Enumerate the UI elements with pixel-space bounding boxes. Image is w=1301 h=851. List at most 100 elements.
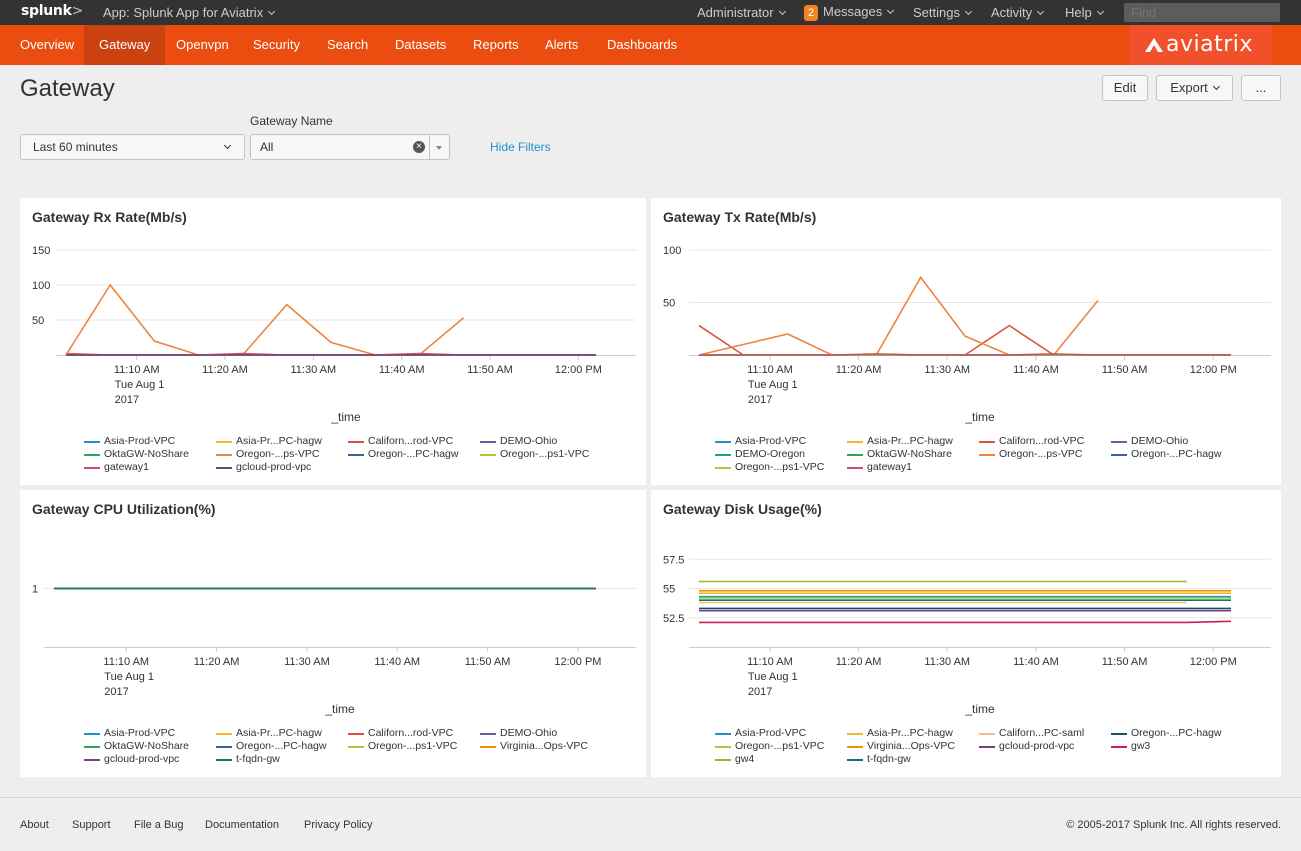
series-line [699, 353, 1231, 356]
footer-about-link[interactable]: About [20, 819, 49, 831]
nav-gateway[interactable]: Gateway [84, 25, 166, 65]
x-axis-title: _time [964, 702, 995, 716]
footer-support-link[interactable]: Support [72, 819, 111, 831]
hide-filters-link[interactable]: Hide Filters [490, 140, 551, 154]
top-bar: splunk> App: Splunk App for Aviatrix Adm… [0, 0, 1301, 25]
cpu-utilization-panel: Gateway CPU Utilization(%) 1 11:10 AM 11:2… [20, 490, 646, 777]
legend-swatch [1111, 733, 1127, 735]
legend-label: Virginia...Ops-VPC [500, 740, 588, 752]
copyright: © 2005-2017 Splunk Inc. All rights reser… [1066, 819, 1281, 831]
chevron-down-icon [223, 141, 232, 150]
app-menu[interactable]: App: Splunk App for Aviatrix [103, 5, 276, 20]
legend-swatch [847, 733, 863, 735]
chevron-down-icon [887, 6, 895, 15]
series-line [699, 620, 1232, 624]
x-tick-label: 12:00 PM [555, 364, 602, 376]
legend-swatch [84, 759, 100, 761]
legend-label: Oregon-...ps1-VPC [735, 740, 825, 752]
messages-menu[interactable]: 2 Messages [804, 4, 895, 21]
legend-label: Asia-Prod-VPC [735, 727, 807, 739]
find-input[interactable] [1124, 3, 1280, 22]
legend-swatch [480, 733, 496, 735]
x-tick-label: 11:50 AM [467, 364, 513, 376]
panel-title: Gateway Tx Rate(Mb/s) [663, 209, 817, 225]
legend-label: OktaGW-NoShare [104, 740, 189, 752]
chevron-down-icon [1096, 7, 1104, 16]
footer-file-bug-link[interactable]: File a Bug [134, 819, 184, 831]
dropdown-arrow-icon[interactable] [429, 135, 449, 159]
x-tick-label: 11:40 AM [1013, 364, 1059, 376]
x-tick-label: 11:10 AM [114, 364, 160, 376]
y-tick-label: 100 [663, 245, 681, 257]
legend-swatch [480, 746, 496, 748]
series-line [698, 275, 1099, 356]
nav-security[interactable]: Security [253, 37, 300, 52]
nav-openvpn[interactable]: Openvpn [176, 37, 229, 52]
x-date-label: Tue Aug 1 [104, 671, 154, 683]
help-menu[interactable]: Help [1065, 5, 1104, 20]
x-tick-label: 11:30 AM [290, 364, 336, 376]
y-tick-label: 50 [32, 315, 44, 327]
nav-search[interactable]: Search [327, 37, 369, 52]
x-axis-title: _time [964, 410, 995, 424]
administrator-menu[interactable]: Administrator [697, 5, 786, 20]
legend-swatch [348, 454, 364, 456]
legend-label: Asia-Pr...PC-hagw [867, 435, 953, 447]
activity-menu[interactable]: Activity [991, 5, 1045, 20]
legend-swatch [847, 746, 863, 748]
legend-label: Asia-Prod-VPC [104, 435, 176, 447]
y-tick-label: 50 [663, 298, 675, 310]
legend-label: Oregon-...ps1-VPC [735, 461, 825, 473]
page-title: Gateway [20, 75, 115, 102]
legend-swatch [348, 733, 364, 735]
legend-swatch [84, 454, 100, 456]
x-tick-label: 11:20 AM [202, 364, 248, 376]
legend-swatch [715, 454, 731, 456]
legend-label: DEMO-Ohio [500, 435, 558, 447]
legend-label: Californ...rod-VPC [368, 435, 454, 447]
chevron-down-icon [1037, 7, 1045, 16]
footer-documentation-link[interactable]: Documentation [205, 819, 279, 831]
legend-swatch [216, 441, 232, 443]
nav-reports[interactable]: Reports [473, 37, 519, 52]
time-range-picker[interactable]: Last 60 minutes [20, 134, 245, 160]
x-axis-title: _time [330, 410, 361, 424]
edit-button[interactable]: Edit [1102, 75, 1148, 101]
nav-alerts[interactable]: Alerts [545, 37, 579, 52]
legend-swatch [84, 733, 100, 735]
legend-label: Oregon-...PC-hagw [236, 740, 327, 752]
gateway-name-select[interactable]: All × [250, 134, 450, 160]
export-button[interactable]: Export [1156, 75, 1233, 101]
x-tick-label: 11:10 AM [747, 656, 793, 668]
legend-label: gcloud-prod-vpc [104, 753, 180, 765]
chart-plot: 50 100 11:10 AM 11:20 AM 11:30 AM 11:40 AM 11:… [663, 245, 1271, 424]
footer-privacy-link[interactable]: Privacy Policy [304, 819, 373, 831]
clear-icon[interactable]: × [413, 141, 425, 153]
legend-label: Virginia...Ops-VPC [867, 740, 955, 752]
gateway-name-label: Gateway Name [250, 114, 333, 128]
footer: About Support File a Bug Documentation P… [0, 797, 1301, 851]
x-tick-label: 11:30 AM [284, 656, 330, 668]
more-actions-button[interactable]: ... [1241, 75, 1281, 101]
chevron-down-icon [268, 7, 276, 16]
legend-label: Californ...rod-VPC [368, 727, 454, 739]
legend-swatch [1111, 746, 1127, 748]
nav-overview[interactable]: Overview [20, 37, 75, 52]
legend-label: Asia-Pr...PC-hagw [867, 727, 953, 739]
x-tick-label: 11:10 AM [103, 656, 149, 668]
y-tick-label: 150 [32, 245, 50, 257]
legend-label: gw4 [735, 753, 755, 765]
panel-title: Gateway Disk Usage(%) [663, 501, 822, 517]
x-tick-label: 11:30 AM [924, 656, 970, 668]
nav-datasets[interactable]: Datasets [395, 37, 447, 52]
splunk-logo[interactable]: splunk> [21, 3, 84, 19]
legend-swatch [979, 733, 995, 735]
gateway-name-value: All [260, 140, 274, 154]
chevron-down-icon [1212, 82, 1220, 91]
legend-label: OktaGW-NoShare [867, 448, 952, 460]
legend-label: Californ...rod-VPC [999, 435, 1085, 447]
nav-dashboards[interactable]: Dashboards [607, 37, 678, 52]
legend-swatch [847, 441, 863, 443]
legend-label: gateway1 [104, 461, 149, 473]
settings-menu[interactable]: Settings [913, 5, 973, 20]
